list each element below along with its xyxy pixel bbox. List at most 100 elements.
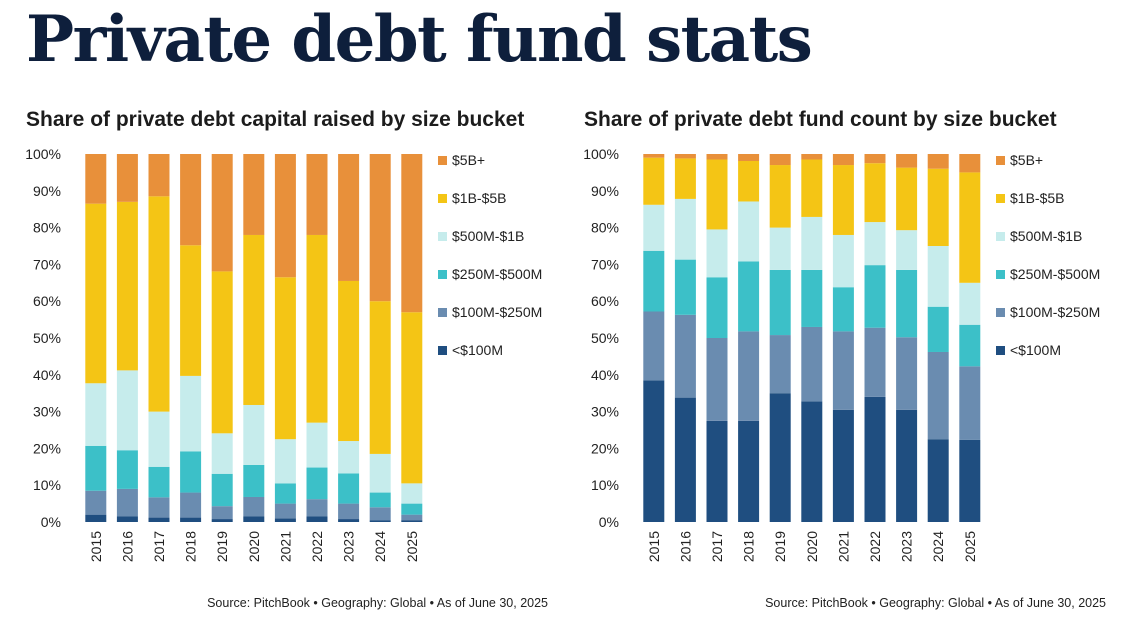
bar-segment-1b-5b-2022 <box>864 163 886 223</box>
bar-segment-100m-250m-2019 <box>769 335 791 394</box>
x-tick-label: 2020 <box>804 531 820 562</box>
bar-segment-5b-2018 <box>738 154 760 161</box>
bar-segment-100m-2021 <box>832 409 854 522</box>
bar-segment-100m-2016 <box>674 397 696 522</box>
bar-segment-250m-500m-2016 <box>674 259 696 315</box>
legend-swatch-250m-500m <box>996 270 1005 279</box>
bar-segment-250m-500m-2022 <box>306 467 328 500</box>
bar-segment-100m-250m-2019 <box>211 506 233 520</box>
bar-segment-250m-500m-2021 <box>274 483 296 504</box>
bar-segment-1b-5b-2020 <box>801 159 823 217</box>
x-tick-label: 2021 <box>277 531 293 562</box>
bar-segment-500m-1b-2020 <box>243 404 265 465</box>
y-tick-label: 50% <box>33 330 61 346</box>
bar-segment-100m-250m-2015 <box>85 490 107 515</box>
bar-segment-100m-250m-2016 <box>674 314 696 398</box>
bar-segment-100m-2021 <box>274 518 296 522</box>
bar-segment-5b-2024 <box>369 154 391 302</box>
bar-segment-100m-2022 <box>864 396 886 522</box>
bar-segment-100m-2018 <box>180 517 202 522</box>
y-tick-label: 100% <box>583 146 619 162</box>
bar-segment-100m-2025 <box>401 520 423 522</box>
chart-source: Source: PitchBook • Geography: Global • … <box>207 596 548 610</box>
x-tick-label: 2017 <box>709 531 725 562</box>
x-tick-label: 2018 <box>183 531 199 562</box>
bar-segment-100m-2019 <box>211 519 233 522</box>
bar-segment-5b-2018 <box>180 154 202 246</box>
bar-segment-500m-1b-2019 <box>211 433 233 474</box>
legend-swatch-1b-5b <box>438 194 447 203</box>
y-tick-label: 60% <box>33 293 61 309</box>
legend-label-100m-250m: $100M-$250M <box>452 304 542 320</box>
bar-segment-500m-1b-2025 <box>959 282 981 325</box>
bar-segment-500m-1b-2015 <box>643 204 665 251</box>
bar-segment-100m-250m-2021 <box>274 503 296 519</box>
bar-segment-500m-1b-2024 <box>369 453 391 493</box>
bar-segment-1b-5b-2015 <box>85 203 107 384</box>
y-tick-label: 10% <box>33 477 61 493</box>
legend-swatch-1b-5b <box>996 194 1005 203</box>
bar-segment-100m-250m-2024 <box>927 351 949 440</box>
bar-segment-100m-250m-2025 <box>959 366 981 440</box>
bar-segment-100m-2020 <box>801 401 823 522</box>
x-tick-label: 2022 <box>867 531 883 562</box>
legend-swatch-500m-1b <box>996 232 1005 241</box>
y-tick-label: 30% <box>591 404 619 420</box>
bar-segment-5b-2022 <box>306 154 328 235</box>
bar-segment-500m-1b-2017 <box>706 229 728 278</box>
y-tick-label: 0% <box>599 514 619 530</box>
stacked-bar-chart-capital: 0% 10% 20% 30% 40% 50% 60% 70% 80% 90% 100% 2015 201… <box>25 146 542 562</box>
bar-segment-1b-5b-2022 <box>306 234 328 423</box>
y-tick-label: 80% <box>33 220 61 236</box>
bar-segment-5b-2016 <box>674 154 696 159</box>
bar-segment-1b-5b-2016 <box>674 158 696 199</box>
y-tick-label: 20% <box>591 440 619 456</box>
x-tick-label: 2024 <box>930 531 946 562</box>
bar-segment-250m-500m-2023 <box>896 269 918 338</box>
legend-label-5b: $5B+ <box>1010 152 1043 168</box>
y-tick-label: 60% <box>591 293 619 309</box>
bar-segment-500m-1b-2018 <box>180 375 202 452</box>
chart-title: Share of private debt fund count by size… <box>584 108 1057 131</box>
y-tick-label: 40% <box>33 367 61 383</box>
bar-segment-100m-2024 <box>927 439 949 522</box>
legend-swatch-500m-1b <box>438 232 447 241</box>
bar-segment-100m-250m-2017 <box>706 338 728 421</box>
bar-segment-250m-500m-2020 <box>243 464 265 497</box>
legend-label-1b-5b: $1B-$5B <box>1010 190 1064 206</box>
bar-segment-500m-1b-2019 <box>769 227 791 270</box>
bar-segment-500m-1b-2022 <box>864 222 886 266</box>
bar-segment-5b-2019 <box>769 154 791 166</box>
bar-segment-250m-500m-2018 <box>738 261 760 332</box>
y-tick-label: 10% <box>591 477 619 493</box>
x-tick-label: 2016 <box>119 531 135 562</box>
bar-segment-250m-500m-2016 <box>116 450 138 489</box>
bar-segment-100m-2023 <box>896 409 918 522</box>
bar-segment-1b-5b-2019 <box>211 271 233 434</box>
bar-segment-1b-5b-2024 <box>369 301 391 454</box>
bar-segment-100m-2015 <box>643 380 665 522</box>
bar-segment-500m-1b-2021 <box>274 439 296 484</box>
bar-segment-5b-2025 <box>401 154 423 313</box>
bar-segment-100m-250m-2018 <box>180 492 202 518</box>
bar-segment-1b-5b-2021 <box>274 277 296 440</box>
bar-segment-500m-1b-2023 <box>338 441 360 474</box>
y-tick-label: 20% <box>33 440 61 456</box>
bar-segment-5b-2024 <box>927 154 949 169</box>
legend-label-250m-500m: $250M-$500M <box>1010 266 1100 282</box>
bar-segment-100m-250m-2022 <box>306 499 328 517</box>
legend-swatch-5b <box>996 156 1005 165</box>
bar-segment-5b-2019 <box>211 154 233 272</box>
legend-label-250m-500m: $250M-$500M <box>452 266 542 282</box>
y-tick-label: 90% <box>591 183 619 199</box>
bar-segment-1b-5b-2021 <box>832 165 854 235</box>
legend-label-100m: <$100M <box>1010 342 1061 358</box>
bar-segment-100m-2024 <box>369 520 391 522</box>
x-tick-label: 2021 <box>835 531 851 562</box>
x-tick-label: 2020 <box>246 531 262 562</box>
bar-segment-250m-500m-2018 <box>180 451 202 493</box>
bar-segment-250m-500m-2025 <box>959 324 981 367</box>
bar-segment-1b-5b-2018 <box>738 160 760 202</box>
x-tick-label: 2015 <box>88 531 104 562</box>
y-tick-label: 40% <box>591 367 619 383</box>
